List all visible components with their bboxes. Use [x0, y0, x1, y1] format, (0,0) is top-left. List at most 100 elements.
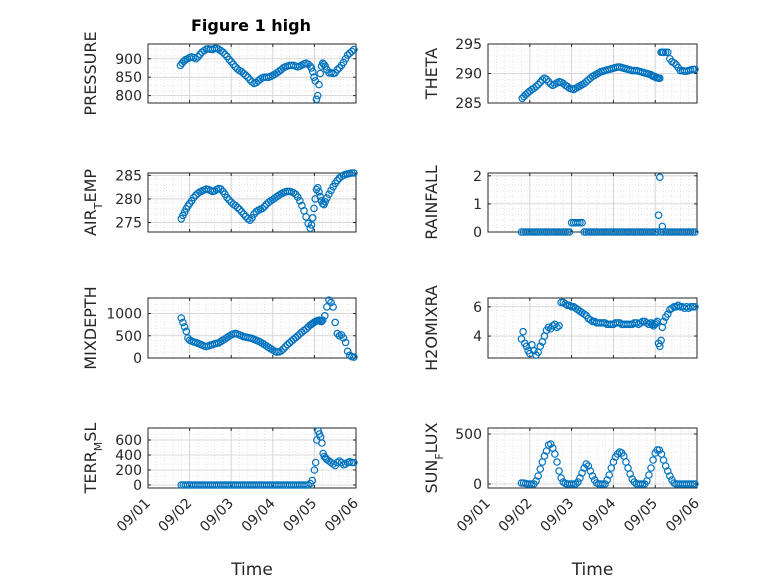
- y-tick-label: 285: [455, 96, 482, 112]
- data-point: [320, 311, 329, 320]
- x-tick-label: 09/05: [280, 496, 320, 536]
- data-point: [691, 65, 699, 74]
- data-point: [310, 73, 318, 81]
- x-tick-label: 09/05: [621, 496, 661, 536]
- subplot-sunflux: 0 500 SUNFLUX 09/01 09/02 09/03 09/04 09/05 09/0…: [422, 422, 703, 580]
- data-point: [350, 169, 358, 177]
- data-point: [574, 478, 582, 486]
- y-axis-label-subscript: F: [433, 453, 446, 459]
- data-point: [289, 189, 298, 197]
- data-point: [536, 465, 545, 473]
- x-tick-label: 09/03: [197, 496, 237, 536]
- y-axis-label-suffix: LUX: [422, 422, 441, 453]
- data-point: [657, 336, 665, 345]
- data-point: [546, 440, 555, 448]
- data-point: [307, 64, 316, 72]
- data-point: [231, 63, 240, 71]
- data-point: [659, 317, 668, 326]
- x-tick-label: 09/01: [454, 496, 494, 536]
- data-point: [341, 54, 350, 63]
- data-point: [192, 54, 200, 63]
- x-tick-label: 09/06: [322, 495, 362, 535]
- x-axis-label: Time: [230, 560, 273, 580]
- data-point: [563, 82, 572, 91]
- figure-title: Figure 1 high: [191, 16, 311, 35]
- data-point: [325, 296, 333, 305]
- plot-area: [148, 428, 356, 488]
- data-point: [311, 458, 320, 467]
- data-point: [196, 50, 204, 59]
- y-axis-label: THETA: [422, 48, 441, 100]
- data-point: [350, 353, 358, 361]
- data-point: [323, 194, 331, 202]
- y-tick-label: 0: [473, 225, 482, 241]
- data-point: [177, 314, 186, 322]
- y-axis-label-main: PRESSURE: [81, 31, 100, 115]
- data-point: [563, 228, 572, 236]
- y-tick-label: 6: [473, 300, 482, 316]
- data-point: [557, 474, 565, 482]
- data-point: [258, 204, 267, 213]
- y-tick-label: 500: [115, 329, 142, 345]
- axes-box: [147, 43, 357, 104]
- data-point: [663, 48, 672, 57]
- y-axis-label-main: RAINFALL: [422, 165, 441, 240]
- y-tick-label: 500: [455, 427, 482, 443]
- y-axis-label-subscript: M: [92, 442, 105, 452]
- data-point: [655, 446, 664, 454]
- data-point: [312, 185, 321, 194]
- data-point: [551, 450, 559, 458]
- data-point: [561, 228, 570, 236]
- data-point: [536, 78, 545, 87]
- y-tick-label: 1000: [106, 307, 142, 323]
- data-point: [315, 80, 323, 89]
- y-tick-label: 600: [115, 433, 142, 449]
- x-tick-label: 09/03: [538, 496, 578, 536]
- y-tick-label: 400: [115, 448, 142, 464]
- data-point: [565, 228, 574, 236]
- data-point: [315, 188, 323, 196]
- data-point: [553, 323, 561, 332]
- data-point: [553, 458, 561, 466]
- data-point: [341, 338, 350, 347]
- data-point: [318, 316, 327, 325]
- data-point: [235, 205, 244, 214]
- y-axis-label-main: H2OMIXRA: [422, 285, 441, 371]
- y-axis-label-subscript: T: [92, 202, 105, 210]
- data-point: [339, 334, 348, 342]
- data-point: [689, 65, 697, 74]
- data-point: [580, 310, 588, 318]
- data-point: [655, 173, 664, 182]
- y-tick-label: 295: [455, 37, 482, 53]
- data-point: [293, 193, 302, 201]
- y-axis-label: TERRMSL: [81, 423, 105, 495]
- data-point: [250, 210, 258, 218]
- data-point: [310, 466, 319, 474]
- data-point: [638, 317, 647, 326]
- data-point: [313, 91, 322, 100]
- data-point: [597, 480, 605, 488]
- data-point: [557, 298, 565, 307]
- y-axis-label-suffix: EMP: [81, 169, 100, 203]
- data-point: [574, 218, 582, 227]
- data-point: [674, 301, 682, 310]
- data-point: [252, 207, 260, 216]
- data-point: [225, 196, 233, 204]
- data-point: [689, 228, 697, 236]
- y-axis-label-main: AIR: [81, 209, 100, 236]
- data-point: [659, 48, 668, 57]
- data-point: [686, 228, 695, 236]
- y-tick-label: 285: [115, 168, 142, 184]
- data-point: [647, 464, 655, 472]
- data-point: [321, 62, 330, 70]
- plot-area: [148, 298, 356, 358]
- x-tick-label: 09/02: [156, 496, 196, 536]
- data-point: [317, 317, 326, 326]
- y-axis-label: PRESSURE: [81, 31, 100, 115]
- data-point: [561, 300, 570, 308]
- y-tick-label: 1: [473, 197, 482, 213]
- y-tick-label: 275: [115, 216, 142, 232]
- plot-area: [148, 44, 356, 103]
- data-point: [645, 471, 653, 479]
- data-point: [302, 481, 310, 489]
